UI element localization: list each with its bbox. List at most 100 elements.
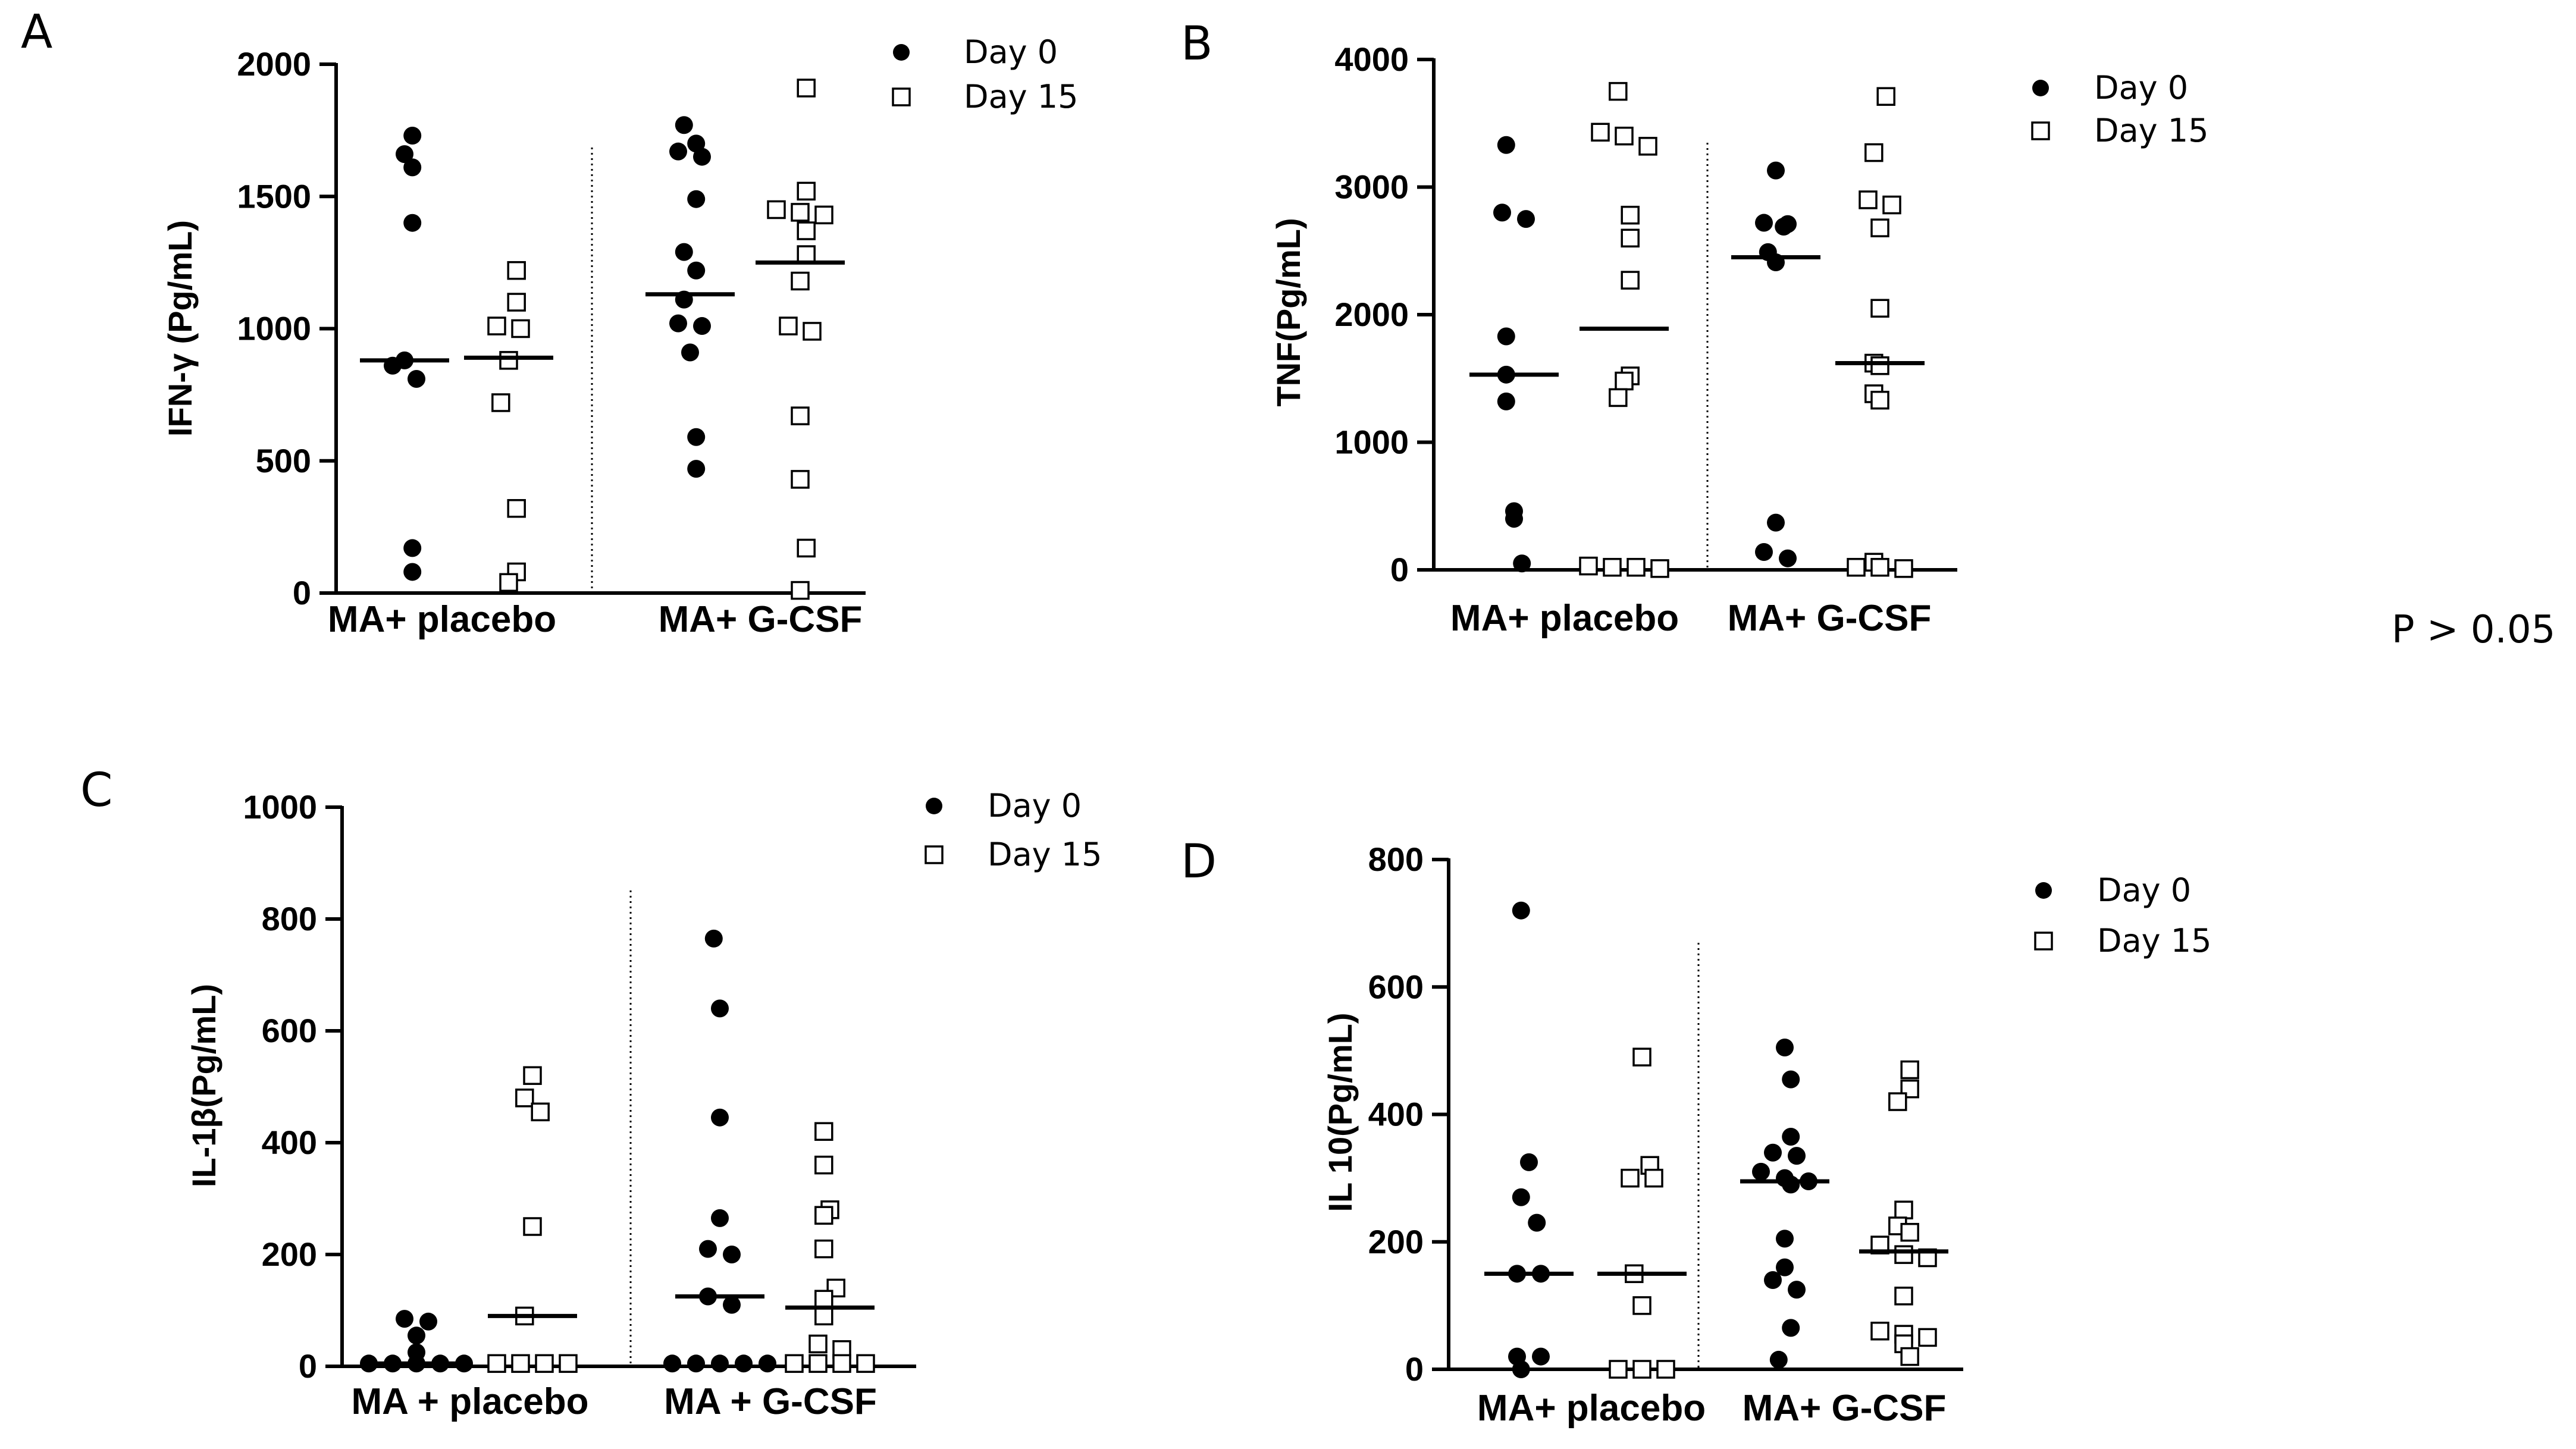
panel-b-y-tick-label: 4000 <box>1334 40 1409 78</box>
panel-c-day15-point <box>814 1206 833 1225</box>
panel-a-day15-point <box>491 393 510 412</box>
panel-d-y-tick-label: 800 <box>1368 840 1424 878</box>
panel-c-category-label: MA + placebo <box>351 1381 588 1422</box>
panel-a-day15-point <box>507 293 526 312</box>
panel-a-legend-day15-label: Day 15 <box>964 78 1079 115</box>
panel-d-day0-point <box>1512 1360 1530 1378</box>
panel-c-day15-point <box>814 1155 833 1175</box>
panel-a-day0-point <box>687 190 706 208</box>
panel-c-day0-point <box>711 999 729 1018</box>
panel-a-day15-point <box>797 245 816 264</box>
panel-a-day15-point <box>507 261 526 280</box>
panel-c-day0-point <box>723 1296 741 1314</box>
panel-c-y-tick-label: 600 <box>262 1012 317 1049</box>
panel-c-legend-day15-marker <box>925 845 944 864</box>
panel-c-y-tick-label: 800 <box>262 900 317 937</box>
panel-b-y-tick-label: 1000 <box>1334 424 1409 461</box>
panel-d-day0-point <box>1788 1281 1806 1299</box>
panel-b-day15-point <box>1650 559 1669 578</box>
panel-c-legend-day0-label: Day 0 <box>988 787 1082 824</box>
panel-b-day15-point <box>1859 190 1878 209</box>
panel-c-day0-point <box>711 1108 729 1127</box>
panel-d-day15-point <box>1900 1060 1919 1080</box>
panel-a-y-axis-title: IFN-γ (Pg/mL) <box>161 220 199 437</box>
panel-b-day0-point <box>1767 161 1785 180</box>
panel-b: B 0 1000 2000 3000 4000 TNF(Pg/mL) MA+ placebo M… <box>1181 17 2209 639</box>
panel-d-day0-point <box>1752 1162 1770 1181</box>
panel-b-day0-point <box>1513 554 1531 573</box>
panel-c-day15-point <box>559 1354 578 1373</box>
panel-b-label: B <box>1181 17 1213 71</box>
panel-d-day0-point <box>1528 1213 1546 1232</box>
panel-c-day15-point <box>511 1354 530 1373</box>
panel-c: C 0 200 400 600 800 1000 IL-1β(Pg/mL) MA + place… <box>80 764 1102 1422</box>
panel-b-day15-point <box>1847 557 1866 577</box>
panel-c-category-label: MA + G-CSF <box>664 1381 877 1422</box>
panel-a: A 0 500 1000 1500 2000 IFN-γ (Pg/mL) MA+ placeb… <box>21 5 1079 640</box>
panel-d-category-label: MA+ placebo <box>1477 1388 1706 1429</box>
panel-c-y-tick-label: 0 <box>299 1347 317 1385</box>
panel-d-day15-point <box>1900 1222 1919 1242</box>
panel-a-day15-point <box>797 79 816 98</box>
panel-d: D 0 200 400 600 800 IL 10(Pg/mL) MA+ placebo MA+… <box>1181 835 2212 1429</box>
panel-d-day0-point <box>1512 901 1530 920</box>
panel-b-day0-point <box>1517 210 1535 228</box>
panel-d-y-tick-label: 0 <box>1405 1350 1424 1388</box>
panel-b-legend-day15-label: Day 15 <box>2094 112 2209 149</box>
panel-a-category-label: MA+ G-CSF <box>659 599 863 640</box>
panel-b-day15-point <box>1615 126 1634 146</box>
panel-a-day15-point <box>507 499 526 518</box>
panel-c-day15-point <box>814 1306 833 1326</box>
panel-d-day15-point <box>1632 1360 1651 1379</box>
panel-d-day0-point <box>1782 1319 1800 1337</box>
panel-c-day15-point <box>785 1354 804 1373</box>
panel-b-day0-point <box>1493 203 1511 222</box>
panel-d-day0-point <box>1764 1143 1782 1162</box>
panel-c-day0-point <box>687 1354 705 1373</box>
panel-b-day15-point <box>1621 205 1640 225</box>
panel-a-day0-point <box>693 148 711 166</box>
panel-c-day15-point <box>814 1290 833 1309</box>
panel-c-y-tick-label: 200 <box>262 1235 317 1273</box>
panel-d-day15-point <box>1870 1321 1889 1341</box>
panel-c-day0-point <box>699 1240 717 1258</box>
panel-d-legend-day15-marker <box>2034 932 2053 951</box>
panel-a-day15-point <box>511 319 530 338</box>
panel-d-day15-point <box>1894 1245 1913 1264</box>
panel-d-y-tick-label: 200 <box>1368 1223 1424 1260</box>
panel-d-category-label: MA+ G-CSF <box>1743 1388 1947 1429</box>
panel-b-legend-day15-marker <box>2031 121 2050 140</box>
panel-c-day15-point <box>487 1354 506 1373</box>
panel-c-day15-point <box>531 1102 550 1122</box>
panel-a-day0-point <box>687 428 706 446</box>
panel-a-day0-point <box>693 317 711 335</box>
panel-a-day15-point <box>797 181 816 201</box>
panel-a-day15-point <box>499 573 518 592</box>
panel-b-day15-point <box>1621 271 1640 290</box>
panel-a-day0-point <box>403 127 422 145</box>
panel-a-y-tick-label: 2000 <box>237 45 311 83</box>
panel-c-day0-point <box>408 1326 425 1345</box>
panel-c-day0-point <box>723 1246 741 1263</box>
panel-a-day15-point <box>499 351 518 370</box>
panel-b-day15-point <box>1627 557 1646 577</box>
panel-a-day0-point <box>669 142 687 161</box>
panel-b-day15-point <box>1870 356 1889 375</box>
panel-d-day0-point <box>1532 1347 1550 1366</box>
panel-a-day0-point <box>687 261 706 280</box>
panel-a-day15-point <box>791 203 810 222</box>
panel-c-y-tick-label: 1000 <box>243 788 317 826</box>
panel-b-category-label: MA+ G-CSF <box>1728 598 1932 639</box>
panel-d-day0-point <box>1782 1127 1800 1146</box>
panel-d-day0-point <box>1512 1188 1530 1206</box>
panel-d-y-tick-label: 600 <box>1368 968 1424 1005</box>
panel-a-day15-point <box>791 470 810 489</box>
panel-b-day0-point <box>1767 513 1785 532</box>
panel-c-y-axis-title: IL-1β(Pg/mL) <box>185 984 222 1187</box>
panel-b-day0-point <box>1755 542 1773 561</box>
panel-c-day15-point <box>523 1217 542 1236</box>
panel-d-day15-point <box>1900 1347 1919 1366</box>
panel-d-day0-point <box>1764 1271 1782 1290</box>
panel-b-day15-point <box>1638 137 1657 156</box>
